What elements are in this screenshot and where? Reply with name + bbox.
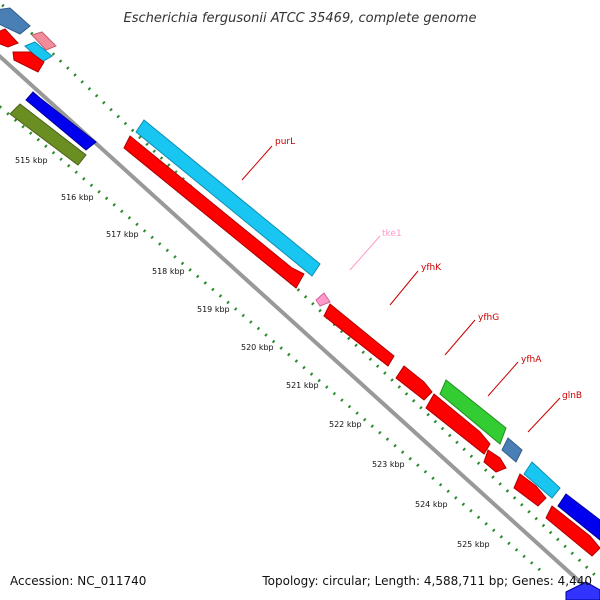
outer-tick-track: [0, 0, 600, 582]
label-yfhG: yfhG: [478, 313, 499, 323]
gene-red-topleft-a[interactable]: [0, 28, 19, 48]
gene-green[interactable]: [439, 379, 507, 445]
gene-tke1[interactable]: [315, 292, 331, 307]
genome-backbone: [0, 53, 600, 600]
gene-red-lowright-b[interactable]: [545, 505, 600, 557]
genome-title: Escherichia fergusonii ATCC 35469, compl…: [124, 11, 477, 26]
label-tke1: tke1: [382, 229, 402, 239]
tick-label: 525 kbp: [457, 540, 490, 549]
callout-tke1: [349, 235, 381, 271]
gene-blue-left[interactable]: [25, 91, 97, 151]
callout-glnB: [527, 397, 561, 433]
gene-red-lowright-a[interactable]: [513, 473, 547, 507]
label-yfhA: yfhA: [521, 355, 542, 365]
tick-label: 520 kbp: [241, 343, 274, 352]
gene-red-small[interactable]: [483, 449, 507, 473]
topology-summary: Topology: circular; Length: 4,588,711 bp…: [261, 574, 592, 588]
gene-cyan-long[interactable]: [135, 119, 321, 277]
tick-label: 523 kbp: [372, 460, 405, 469]
tick-label: 524 kbp: [415, 500, 448, 509]
gene-red-topleft-b[interactable]: [12, 51, 45, 73]
tick-label: 516 kbp: [61, 193, 94, 202]
gene-yfhG[interactable]: [395, 365, 433, 401]
tick-label: 517 kbp: [106, 230, 139, 239]
callout-purL: [241, 145, 273, 181]
gene-pink-topleft[interactable]: [31, 31, 57, 51]
gene-blue-corner[interactable]: [565, 581, 600, 600]
label-yfhK: yfhK: [421, 263, 442, 273]
label-purL: purL: [275, 137, 295, 147]
callout-yfhK: [389, 270, 419, 306]
callout-yfhG: [444, 319, 476, 356]
tick-label: 518 kbp: [152, 267, 185, 276]
label-glnB: glnB: [562, 391, 582, 401]
tick-label: 515 kbp: [15, 156, 48, 165]
tick-label: 521 kbp: [286, 381, 319, 390]
gene-cyan-lowright[interactable]: [523, 461, 561, 499]
inner-tick-track: [0, 104, 541, 572]
gene-glnB[interactable]: [501, 437, 523, 463]
tick-label: 522 kbp: [329, 420, 362, 429]
callout-yfhA: [487, 361, 519, 397]
tick-label: 519 kbp: [197, 305, 230, 314]
gene-yfhK[interactable]: [323, 303, 395, 367]
gene-purL[interactable]: [123, 135, 305, 289]
gene-yfhA[interactable]: [425, 393, 491, 455]
gene-steelblue-topleft[interactable]: [0, 7, 31, 35]
gene-olive-left[interactable]: [9, 103, 87, 166]
accession-text: Accession: NC_011740: [10, 574, 146, 588]
gene-blue-lowright[interactable]: [557, 493, 600, 541]
